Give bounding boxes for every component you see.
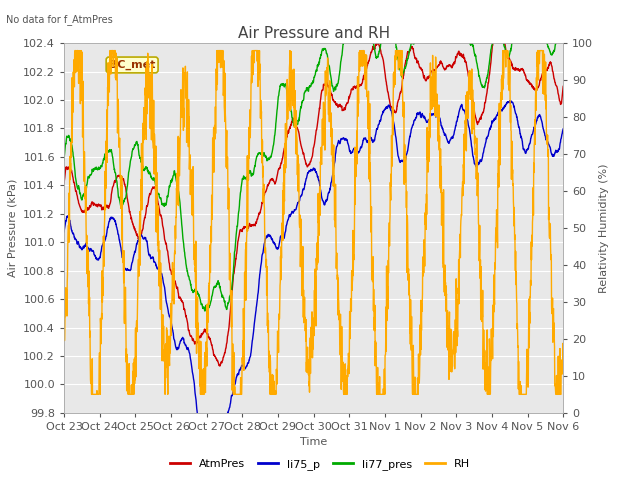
- li75_p: [60, 229, 68, 235]
- RH: [88, 392, 95, 397]
- li77_pres: [559, 32, 567, 38]
- Title: Air Pressure and RH: Air Pressure and RH: [237, 25, 390, 41]
- X-axis label: Time: Time: [300, 437, 327, 447]
- AtmPres: [559, 84, 567, 89]
- Line: li77_pres: li77_pres: [64, 0, 563, 311]
- Line: AtmPres: AtmPres: [64, 29, 563, 366]
- RH: [289, 69, 296, 74]
- Y-axis label: Air Pressure (kPa): Air Pressure (kPa): [8, 179, 17, 277]
- li77_pres: [435, 14, 443, 20]
- Line: li75_p: li75_p: [64, 101, 563, 458]
- Y-axis label: Relativity Humidity (%): Relativity Humidity (%): [599, 163, 609, 293]
- li77_pres: [341, 30, 349, 36]
- li75_p: [435, 114, 443, 120]
- li75_p: [341, 137, 349, 143]
- Text: BC_met: BC_met: [109, 60, 156, 70]
- RH: [559, 340, 567, 346]
- AtmPres: [341, 106, 349, 111]
- AtmPres: [60, 180, 68, 186]
- li77_pres: [499, 36, 507, 42]
- li75_p: [559, 126, 567, 132]
- RH: [341, 388, 349, 394]
- AtmPres: [495, 26, 502, 32]
- RH: [60, 326, 68, 332]
- RH: [71, 48, 79, 53]
- Legend: AtmPres, li75_p, li77_pres, RH: AtmPres, li75_p, li77_pres, RH: [165, 455, 475, 474]
- li75_p: [559, 127, 567, 132]
- RH: [499, 86, 507, 92]
- AtmPres: [559, 86, 567, 92]
- RH: [513, 321, 521, 326]
- li75_p: [506, 98, 513, 104]
- li77_pres: [60, 157, 68, 163]
- li77_pres: [559, 29, 567, 35]
- li75_p: [499, 105, 507, 111]
- AtmPres: [513, 67, 521, 72]
- li75_p: [204, 455, 212, 461]
- li77_pres: [288, 115, 296, 120]
- AtmPres: [216, 363, 223, 369]
- li77_pres: [513, 14, 521, 20]
- AtmPres: [499, 32, 507, 37]
- Text: No data for f_AtmPres: No data for f_AtmPres: [6, 14, 113, 25]
- RH: [435, 144, 443, 150]
- AtmPres: [288, 120, 296, 125]
- li75_p: [513, 118, 521, 123]
- li75_p: [288, 208, 296, 214]
- AtmPres: [435, 62, 443, 68]
- li77_pres: [201, 308, 209, 314]
- Line: RH: RH: [64, 50, 563, 395]
- RH: [559, 356, 567, 361]
